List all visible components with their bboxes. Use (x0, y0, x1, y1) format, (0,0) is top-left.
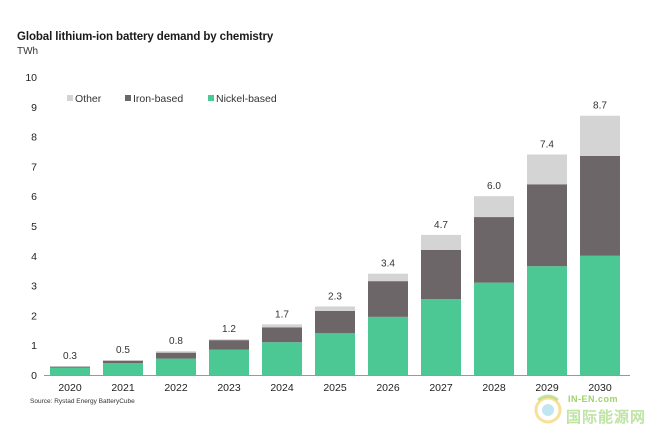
chart-title: Global lithium-ion battery demand by che… (17, 31, 274, 43)
bar-stack-2023: 1.2 (209, 324, 249, 375)
x-tick-label: 2025 (323, 382, 347, 394)
total-label: 0.5 (116, 345, 130, 356)
bar-nickel (156, 358, 196, 375)
total-label: 7.4 (540, 139, 554, 150)
legend-swatch-iron (125, 95, 131, 101)
bar-other (156, 351, 196, 353)
watermark-text-bottom: 国际能源网 (566, 409, 647, 426)
x-tick-label: 2026 (376, 382, 400, 394)
bar-iron (209, 340, 249, 350)
bar-iron (50, 366, 90, 368)
y-tick-label: 8 (31, 132, 37, 144)
bar-iron (156, 352, 196, 359)
bar-stack-2026: 3.4 (368, 259, 408, 375)
bar-nickel (527, 266, 567, 375)
watermark-text-top: IN-EN.com (568, 394, 619, 404)
x-tick-label: 2022 (164, 382, 188, 394)
total-label: 6.0 (487, 181, 501, 192)
bar-stack-2028: 6.0 (474, 181, 514, 375)
y-tick-label: 10 (25, 72, 37, 84)
bar-other (262, 324, 302, 328)
bar-iron (527, 184, 567, 267)
total-label: 0.3 (63, 351, 77, 362)
x-tick-label: 2030 (588, 382, 612, 394)
x-tick-label: 2023 (217, 382, 241, 394)
bar-other (103, 360, 143, 361)
total-label: 2.3 (328, 291, 342, 302)
bar-nickel (315, 333, 355, 375)
bar-iron (421, 249, 461, 300)
bar-nickel (103, 363, 143, 375)
bar-iron (315, 310, 355, 334)
total-label: 3.4 (381, 259, 395, 270)
y-tick-label: 0 (31, 370, 37, 382)
bar-stack-2030: 8.7 (580, 101, 620, 375)
y-axis: 0 1 2 3 4 5 6 7 8 9 10 (25, 72, 37, 382)
bar-nickel (209, 349, 249, 375)
y-tick-label: 5 (31, 221, 37, 233)
bar-other (315, 306, 355, 311)
bar-stack-2024: 1.7 (262, 309, 302, 375)
x-tick-label: 2027 (429, 382, 453, 394)
bar-iron (580, 155, 620, 256)
bar-other (580, 115, 620, 156)
bar-iron (474, 217, 514, 283)
bar-stack-2025: 2.3 (315, 291, 355, 375)
bar-other (368, 273, 408, 282)
bar-nickel (421, 299, 461, 375)
x-tick-label: 2021 (111, 382, 135, 394)
total-label: 4.7 (434, 220, 448, 231)
x-tick-label: 2028 (482, 382, 506, 394)
x-tick-label: 2020 (58, 382, 82, 394)
bar-other (421, 234, 461, 250)
y-tick-label: 4 (31, 251, 37, 263)
y-tick-label: 6 (31, 191, 37, 203)
bars: 0.3 0.5 0.8 1.2 1.7 2.3 3.4 4.7 6.0 7.4 8.7 (50, 101, 620, 375)
y-tick-label: 7 (31, 161, 37, 173)
bar-iron (103, 360, 143, 364)
bar-stack-2021: 0.5 (103, 345, 143, 375)
bar-other (527, 154, 567, 185)
x-axis: 2020 2021 2022 2023 2024 2025 2026 2027 2028 2029… (44, 375, 630, 394)
unit-label: TWh (17, 46, 39, 57)
legend: Other Iron-based Nickel-based (67, 93, 277, 105)
bar-other (474, 196, 514, 218)
watermark-logo-icon (534, 394, 562, 424)
bar-stack-2029: 7.4 (527, 139, 567, 375)
bar-iron (262, 327, 302, 343)
y-tick-label: 3 (31, 281, 37, 293)
total-label: 1.7 (275, 309, 289, 320)
bar-stack-2022: 0.8 (156, 336, 196, 375)
bar-iron (368, 281, 408, 317)
bar-other (50, 366, 90, 367)
legend-label-iron: Iron-based (133, 93, 183, 105)
y-tick-label: 1 (31, 340, 37, 352)
bar-stack-2027: 4.7 (421, 220, 461, 375)
bar-nickel (474, 282, 514, 375)
total-label: 8.7 (593, 101, 607, 112)
bar-other (209, 339, 249, 341)
legend-label-other: Other (75, 93, 102, 105)
legend-swatch-nickel (208, 95, 214, 101)
bar-nickel (580, 255, 620, 375)
total-label: 0.8 (169, 336, 183, 347)
y-tick-label: 9 (31, 102, 37, 114)
x-tick-label: 2029 (535, 382, 559, 394)
bar-nickel (368, 316, 408, 375)
total-label: 1.2 (222, 324, 236, 335)
legend-label-nickel: Nickel-based (216, 93, 277, 105)
x-tick-label: 2024 (270, 382, 294, 394)
source-note: Source: Rystad Energy BatteryCube (30, 398, 135, 405)
bar-stack-2020: 0.3 (50, 351, 90, 375)
bar-nickel (262, 342, 302, 375)
legend-swatch-other (67, 95, 73, 101)
bar-nickel (50, 367, 90, 375)
y-tick-label: 2 (31, 310, 37, 322)
